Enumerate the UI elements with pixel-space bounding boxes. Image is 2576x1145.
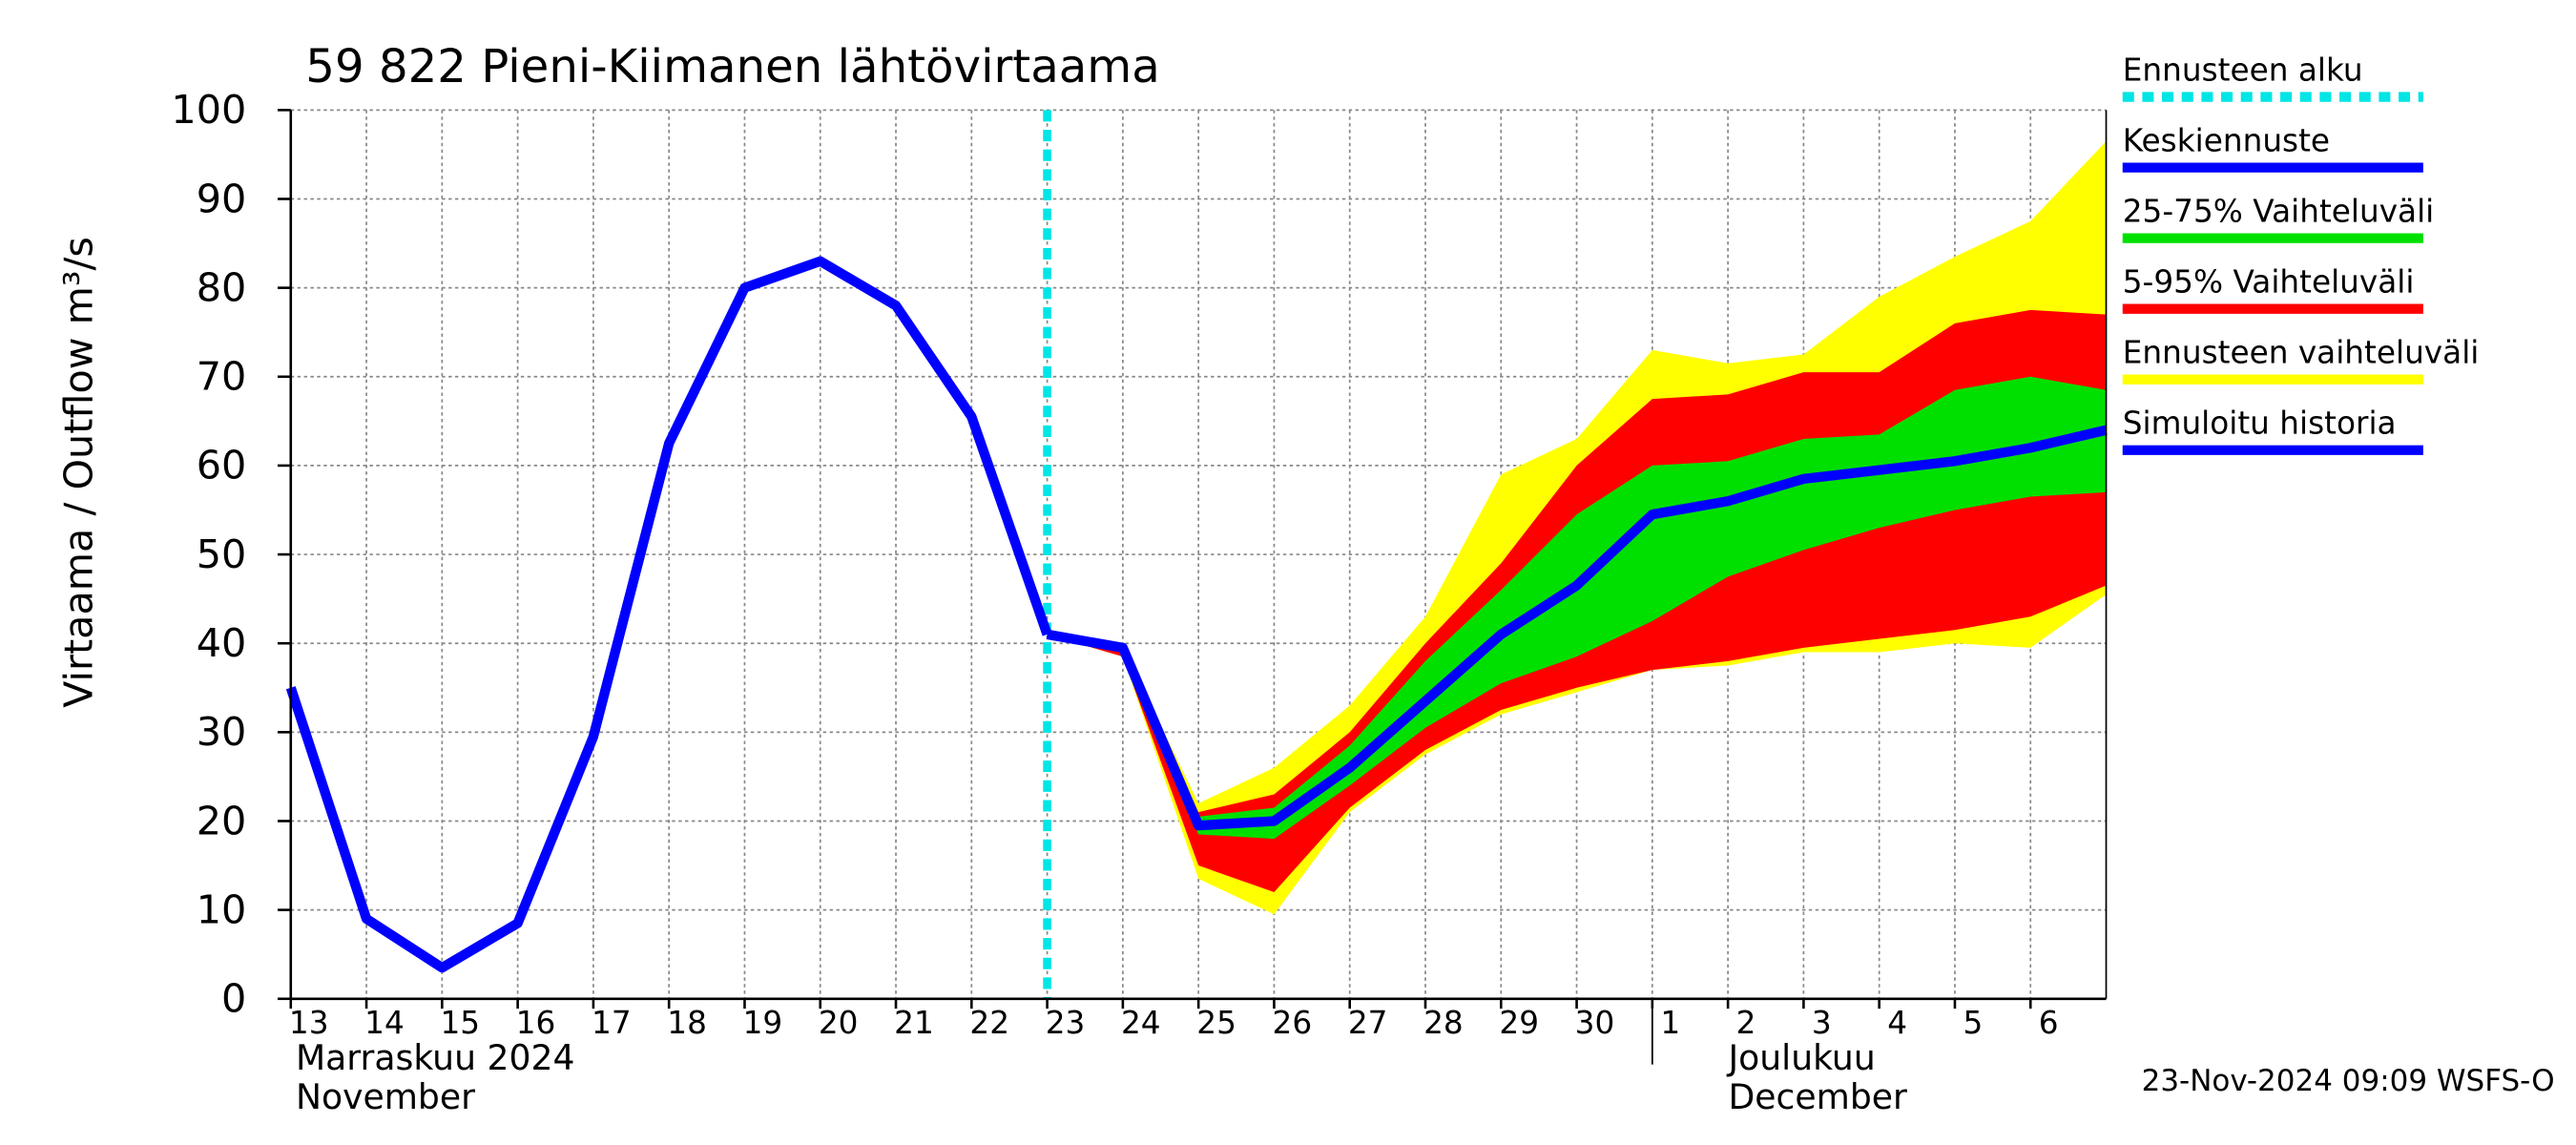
legend-label: Simuloitu historia (2123, 406, 2397, 442)
footer: 23-Nov-2024 09:09 WSFS-O (2142, 1064, 2555, 1098)
x-tick-label: 14 (364, 1005, 405, 1041)
x-tick-label: 5 (1963, 1005, 1983, 1041)
y-tick-label: 50 (197, 531, 247, 577)
line (1046, 425, 2108, 831)
x-tick-label: 15 (440, 1005, 480, 1041)
month-label: Marraskuu 2024 (296, 1037, 575, 1078)
chart-title: 59 822 Pieni-Kiimanen lähtövirtaama (305, 40, 1160, 94)
line (285, 256, 1052, 973)
x-tick-label: 27 (1348, 1005, 1388, 1041)
x-tick-label: 16 (516, 1005, 556, 1041)
x-tick-label: 25 (1196, 1005, 1236, 1041)
x-tick-label: 19 (743, 1005, 783, 1041)
x-tick-label: 22 (969, 1005, 1009, 1041)
legend-label: Ennusteen alku (2123, 52, 2363, 88)
x-tick-label: 30 (1575, 1005, 1615, 1041)
y-tick-label: 0 (221, 976, 246, 1022)
x-tick-label: 13 (289, 1005, 329, 1041)
y-tick-label: 10 (197, 886, 247, 932)
x-tick-label: 4 (1887, 1005, 1907, 1041)
x-tick-label: 21 (894, 1005, 934, 1041)
legend-label: Keskiennuste (2123, 122, 2330, 158)
x-tick-label: 2 (1736, 1005, 1756, 1041)
y-tick-label: 100 (171, 87, 246, 133)
y-tick-label: 90 (197, 176, 247, 221)
legend-label: Ennusteen vaihteluväli (2123, 334, 2480, 370)
month-label: Joulukuu (1726, 1037, 1875, 1078)
x-tick-label: 1 (1660, 1005, 1680, 1041)
y-tick-label: 20 (197, 798, 247, 843)
y-tick-label: 30 (197, 709, 247, 755)
x-tick-label: 3 (1812, 1005, 1832, 1041)
x-tick-label: 29 (1499, 1005, 1539, 1041)
y-tick-label: 40 (197, 620, 247, 666)
x-tick-label: 20 (819, 1005, 859, 1041)
y-tick-label: 80 (197, 264, 247, 310)
x-tick-label: 28 (1423, 1005, 1464, 1041)
x-tick-label: 24 (1121, 1005, 1161, 1041)
month-label: November (296, 1076, 475, 1117)
month-label: December (1728, 1076, 1907, 1117)
y-tick-label: 60 (197, 443, 247, 489)
x-tick-label: 23 (1046, 1005, 1086, 1041)
band (1047, 376, 2107, 840)
y-tick-label: 70 (197, 354, 247, 400)
x-tick-label: 26 (1273, 1005, 1313, 1041)
legend-label: 5-95% Vaihteluväli (2123, 263, 2415, 300)
x-tick-label: 18 (667, 1005, 707, 1041)
y-axis-label: Virtaama / Outflow m³/s (55, 237, 101, 708)
x-tick-label: 6 (2039, 1005, 2059, 1041)
x-tick-label: 17 (592, 1005, 632, 1041)
legend-label: 25-75% Vaihteluväli (2123, 193, 2435, 229)
